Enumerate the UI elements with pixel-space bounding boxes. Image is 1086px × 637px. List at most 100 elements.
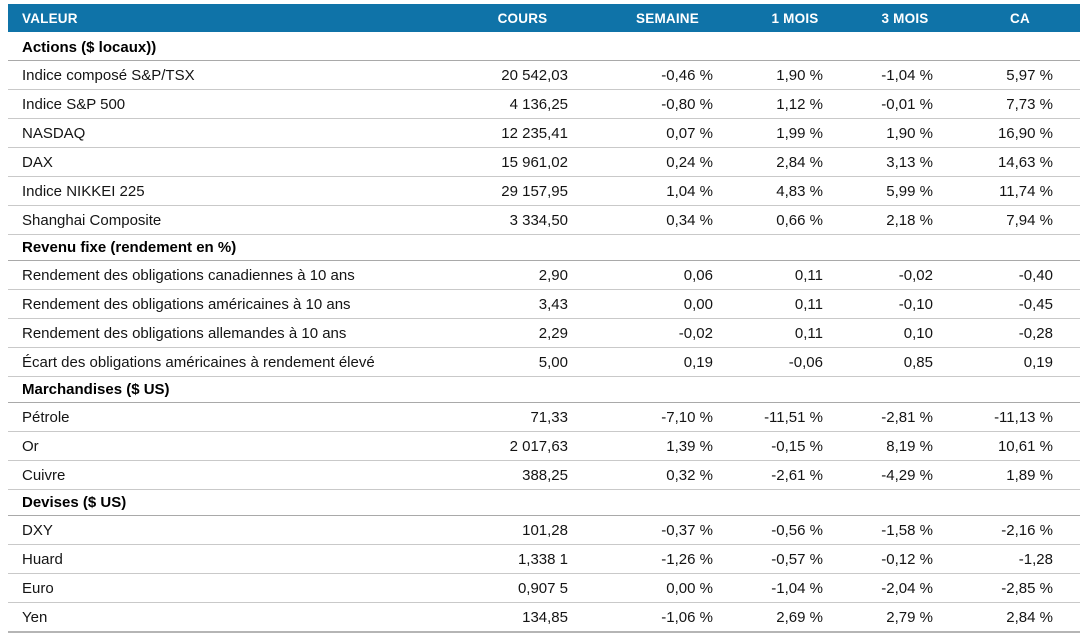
ca-change: 11,74 % bbox=[960, 176, 1080, 206]
1mois-change: -0,57 % bbox=[740, 544, 850, 574]
section-title: Marchandises ($ US) bbox=[8, 376, 1080, 403]
semaine-change: 1,04 % bbox=[595, 176, 740, 206]
1mois-change: -0,56 % bbox=[740, 515, 850, 545]
table-row: Shanghai Composite 3 334,50 0,34 % 0,66 % 2,… bbox=[8, 205, 1080, 235]
ca-change: 14,63 % bbox=[960, 147, 1080, 177]
1mois-change: -11,51 % bbox=[740, 402, 850, 432]
table-row: DXY 101,28 -0,37 % -0,56 % -1,58 % -2,16 % bbox=[8, 515, 1080, 545]
table-row: Pétrole 71,33 -7,10 % -11,51 % -2,81 % -11,13… bbox=[8, 402, 1080, 432]
1mois-change: 0,11 bbox=[740, 289, 850, 319]
cours-value: 0,907 5 bbox=[450, 573, 595, 603]
3mois-change: -0,10 bbox=[850, 289, 960, 319]
3mois-change: -2,81 % bbox=[850, 402, 960, 432]
value-label: Indice composé S&P/TSX bbox=[8, 60, 450, 90]
3mois-change: 3,13 % bbox=[850, 147, 960, 177]
3mois-change: -0,02 bbox=[850, 260, 960, 290]
3mois-change: -2,04 % bbox=[850, 573, 960, 603]
ca-change: 1,89 % bbox=[960, 460, 1080, 490]
3mois-change: 0,10 bbox=[850, 318, 960, 348]
ca-change: -0,40 bbox=[960, 260, 1080, 290]
table-row: Huard 1,338 1 -1,26 % -0,57 % -0,12 % -1,28 bbox=[8, 544, 1080, 574]
table-row: Or 2 017,63 1,39 % -0,15 % 8,19 % 10,61 % bbox=[8, 431, 1080, 461]
semaine-change: 0,19 bbox=[595, 347, 740, 377]
table-row: Rendement des obligations allemandes à 1… bbox=[8, 318, 1080, 348]
3mois-change: 2,79 % bbox=[850, 602, 960, 633]
table-row: Rendement des obligations américaines à … bbox=[8, 289, 1080, 319]
table-row: Écart des obligations américaines à rend… bbox=[8, 347, 1080, 377]
table-row: NASDAQ 12 235,41 0,07 % 1,99 % 1,90 % 16,90 % bbox=[8, 118, 1080, 148]
semaine-change: -0,02 bbox=[595, 318, 740, 348]
cours-value: 5,00 bbox=[450, 347, 595, 377]
cours-value: 71,33 bbox=[450, 402, 595, 432]
1mois-change: -0,15 % bbox=[740, 431, 850, 461]
value-label: Pétrole bbox=[8, 402, 450, 432]
value-label: Or bbox=[8, 431, 450, 461]
cours-value: 134,85 bbox=[450, 602, 595, 633]
section-title: Revenu fixe (rendement en %) bbox=[8, 234, 1080, 261]
value-label: Indice NIKKEI 225 bbox=[8, 176, 450, 206]
ca-change: -11,13 % bbox=[960, 402, 1080, 432]
cours-value: 2 017,63 bbox=[450, 431, 595, 461]
value-label: Euro bbox=[8, 573, 450, 603]
1mois-change: 1,12 % bbox=[740, 89, 850, 119]
semaine-change: 1,39 % bbox=[595, 431, 740, 461]
table-body: Actions ($ locaux)) Indice composé S&P/TS… bbox=[8, 33, 1080, 633]
1mois-change: 2,84 % bbox=[740, 147, 850, 177]
3mois-change: -0,12 % bbox=[850, 544, 960, 574]
semaine-change: -1,26 % bbox=[595, 544, 740, 574]
ca-change: -0,28 bbox=[960, 318, 1080, 348]
ca-change: 5,97 % bbox=[960, 60, 1080, 90]
1mois-change: 0,66 % bbox=[740, 205, 850, 235]
column-header-semaine: SEMAINE bbox=[595, 4, 740, 35]
table-row: Indice composé S&P/TSX 20 542,03 -0,46 % 1,… bbox=[8, 60, 1080, 90]
ca-change: -2,16 % bbox=[960, 515, 1080, 545]
1mois-change: 1,90 % bbox=[740, 60, 850, 90]
table-row: Rendement des obligations canadiennes à … bbox=[8, 260, 1080, 290]
1mois-change: 1,99 % bbox=[740, 118, 850, 148]
1mois-change: -2,61 % bbox=[740, 460, 850, 490]
ca-change: 0,19 bbox=[960, 347, 1080, 377]
1mois-change: -1,04 % bbox=[740, 573, 850, 603]
ca-change: 7,94 % bbox=[960, 205, 1080, 235]
1mois-change: -0,06 bbox=[740, 347, 850, 377]
cours-value: 3 334,50 bbox=[450, 205, 595, 235]
cours-value: 101,28 bbox=[450, 515, 595, 545]
semaine-change: -1,06 % bbox=[595, 602, 740, 633]
cours-value: 4 136,25 bbox=[450, 89, 595, 119]
3mois-change: 0,85 bbox=[850, 347, 960, 377]
value-label: Indice S&P 500 bbox=[8, 89, 450, 119]
value-label: Shanghai Composite bbox=[8, 205, 450, 235]
semaine-change: 0,00 % bbox=[595, 573, 740, 603]
semaine-change: -7,10 % bbox=[595, 402, 740, 432]
3mois-change: -0,01 % bbox=[850, 89, 960, 119]
table-row: Cuivre 388,25 0,32 % -2,61 % -4,29 % 1,89 % bbox=[8, 460, 1080, 490]
semaine-change: 0,06 bbox=[595, 260, 740, 290]
cours-value: 3,43 bbox=[450, 289, 595, 319]
table-row: Indice S&P 500 4 136,25 -0,80 % 1,12 % -0,01… bbox=[8, 89, 1080, 119]
value-label: Rendement des obligations canadiennes à … bbox=[8, 260, 450, 290]
ca-change: -0,45 bbox=[960, 289, 1080, 319]
value-label: Rendement des obligations américaines à … bbox=[8, 289, 450, 319]
value-label: Huard bbox=[8, 544, 450, 574]
table-row: Yen 134,85 -1,06 % 2,69 % 2,79 % 2,84 % bbox=[8, 602, 1080, 633]
value-label: Rendement des obligations allemandes à 1… bbox=[8, 318, 450, 348]
ca-change: 7,73 % bbox=[960, 89, 1080, 119]
cours-value: 29 157,95 bbox=[450, 176, 595, 206]
section-row: Devises ($ US) bbox=[8, 489, 1080, 516]
column-header-valeur: VALEUR bbox=[8, 4, 450, 35]
section-row: Actions ($ locaux)) bbox=[8, 33, 1080, 61]
3mois-change: 5,99 % bbox=[850, 176, 960, 206]
value-label: NASDAQ bbox=[8, 118, 450, 148]
column-header-cours: COURS bbox=[450, 4, 595, 35]
column-header-3mois: 3 MOIS bbox=[850, 4, 960, 35]
semaine-change: 0,00 bbox=[595, 289, 740, 319]
table-row: Indice NIKKEI 225 29 157,95 1,04 % 4,83 % 5,… bbox=[8, 176, 1080, 206]
header-row: VALEUR COURS SEMAINE 1 MOIS 3 MOIS CA bbox=[8, 4, 1080, 35]
value-label: DXY bbox=[8, 515, 450, 545]
section-row: Revenu fixe (rendement en %) bbox=[8, 234, 1080, 261]
ca-change: 2,84 % bbox=[960, 602, 1080, 633]
section-title: Actions ($ locaux)) bbox=[8, 33, 1080, 61]
semaine-change: 0,24 % bbox=[595, 147, 740, 177]
cours-value: 15 961,02 bbox=[450, 147, 595, 177]
